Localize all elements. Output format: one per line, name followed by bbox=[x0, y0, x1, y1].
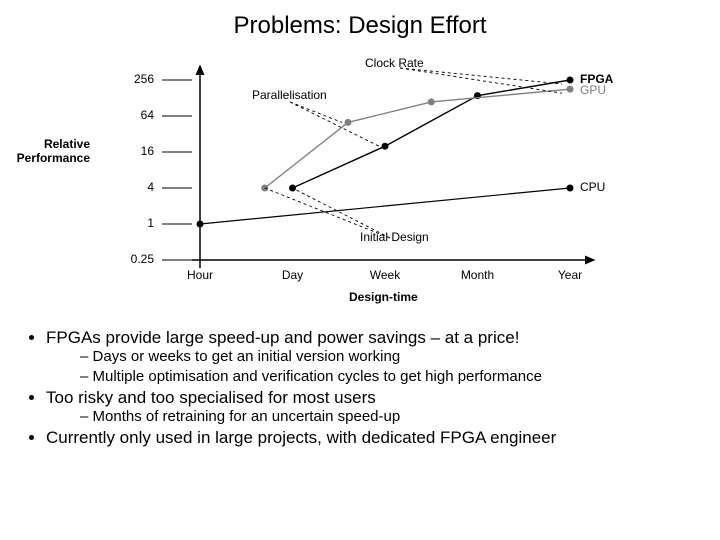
bullet-item: Currently only used in large projects, w… bbox=[46, 428, 700, 448]
bullet-item: FPGAs provide large speed-up and power s… bbox=[46, 328, 700, 385]
y-tick-label: 4 bbox=[114, 180, 154, 194]
page-title: Problems: Design Effort bbox=[0, 0, 720, 40]
y-tick-label: 1 bbox=[114, 216, 154, 230]
bullet-subitem: Days or weeks to get an initial version … bbox=[80, 348, 700, 365]
bullet-item: Too risky and too specialised for most u… bbox=[46, 388, 700, 425]
y-axis-label: RelativePerformance bbox=[0, 138, 90, 166]
x-tick-label: Month bbox=[453, 268, 503, 282]
annotation-parallelisation: Parallelisation bbox=[252, 88, 327, 102]
y-tick-label: 0.25 bbox=[114, 252, 154, 266]
annotation-clock-rate: Clock Rate bbox=[365, 56, 424, 70]
bullet-subitem: Multiple optimisation and verification c… bbox=[80, 368, 700, 385]
bullet-subitem: Months of retraining for an uncertain sp… bbox=[80, 408, 700, 425]
x-tick-label: Day bbox=[268, 268, 318, 282]
x-axis-label: Design-time bbox=[349, 290, 418, 304]
x-tick-label: Year bbox=[545, 268, 595, 282]
y-tick-label: 256 bbox=[114, 72, 154, 86]
bullet-block: FPGAs provide large speed-up and power s… bbox=[0, 320, 720, 448]
y-tick-label: 16 bbox=[114, 144, 154, 158]
chart-container: 0.25141664256HourDayWeekMonthYearRelativ… bbox=[80, 50, 640, 320]
series-label-cpu: CPU bbox=[580, 180, 605, 194]
x-tick-label: Week bbox=[360, 268, 410, 282]
y-tick-label: 64 bbox=[114, 108, 154, 122]
x-tick-label: Hour bbox=[175, 268, 225, 282]
annotation-initial-design: Initial Design bbox=[360, 230, 429, 244]
series-label-gpu: GPU bbox=[580, 83, 606, 97]
